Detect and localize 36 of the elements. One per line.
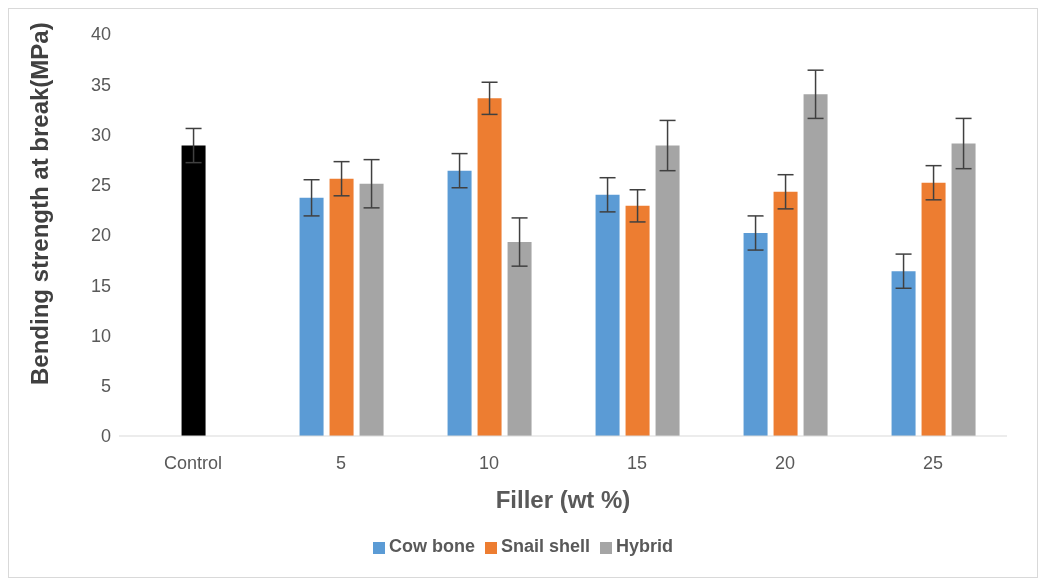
bar bbox=[921, 182, 946, 436]
y-tick-label: 0 bbox=[100, 426, 111, 447]
y-tick-label: 20 bbox=[90, 225, 111, 246]
bar bbox=[329, 178, 354, 436]
x-tick-label: 20 bbox=[774, 452, 796, 473]
y-tick-label: 10 bbox=[90, 325, 111, 346]
bar bbox=[595, 194, 620, 436]
bar bbox=[181, 145, 206, 436]
y-tick-label: 30 bbox=[90, 124, 111, 145]
legend-label: Hybrid bbox=[616, 536, 674, 556]
legend-label: Cow bone bbox=[388, 536, 475, 556]
x-tick-label: 15 bbox=[626, 452, 648, 473]
y-tick-label: 35 bbox=[90, 74, 111, 95]
x-tick-label: 5 bbox=[335, 452, 347, 473]
bar bbox=[891, 271, 916, 436]
bar bbox=[655, 145, 680, 436]
bar bbox=[299, 197, 324, 436]
x-tick-label: Control bbox=[163, 452, 223, 473]
bar bbox=[773, 191, 798, 436]
legend-label: Snail shell bbox=[500, 536, 591, 556]
bar bbox=[951, 143, 976, 436]
bar bbox=[477, 98, 502, 436]
x-axis-title: Filler (wt %) bbox=[495, 486, 631, 513]
bar bbox=[743, 232, 768, 436]
y-tick-label: 15 bbox=[90, 275, 111, 296]
x-tick-label: 25 bbox=[922, 452, 944, 473]
bar bbox=[359, 183, 384, 436]
bar bbox=[625, 205, 650, 436]
y-axis-title: Bending strength at break(MPa) bbox=[25, 22, 53, 385]
bar bbox=[507, 242, 532, 436]
bar bbox=[803, 94, 828, 436]
x-tick-label: 10 bbox=[478, 452, 500, 473]
bar bbox=[447, 170, 472, 436]
y-tick-label: 5 bbox=[100, 376, 111, 397]
y-tick-label: 25 bbox=[90, 175, 111, 196]
y-tick-label: 40 bbox=[90, 24, 111, 45]
